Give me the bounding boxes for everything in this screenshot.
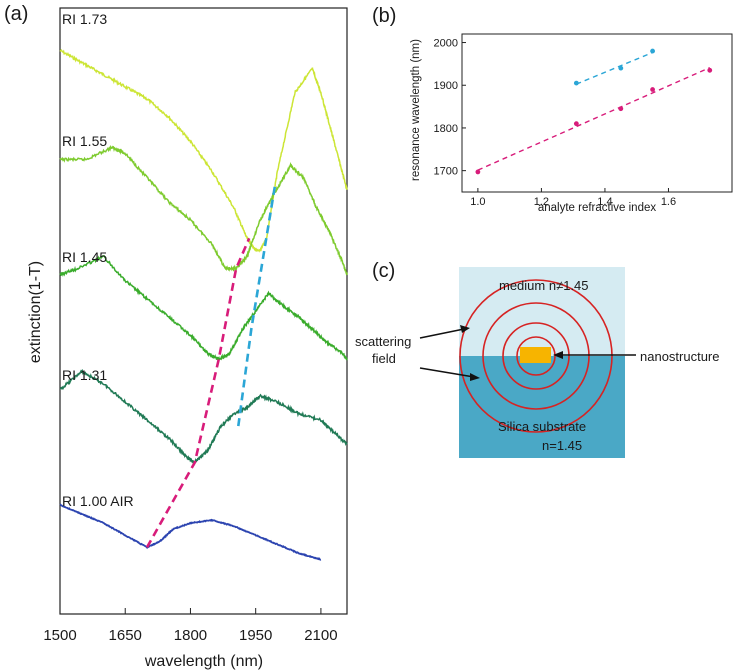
nanostructure-block (520, 347, 551, 363)
substrate-label: Silica substrate (498, 419, 586, 434)
x-tick-label: 1500 (43, 627, 76, 644)
series-label: RI 1.00 AIR (62, 493, 134, 509)
data-point (475, 169, 481, 175)
fit-line (477, 66, 711, 171)
arrow-to-upper-field (419, 328, 465, 339)
panel-a-frame (59, 7, 348, 615)
y-tick-label: 1800 (434, 123, 458, 135)
panel-b-frame (461, 33, 733, 193)
panel-b-x-axis-label: analyte refractive index (538, 202, 657, 214)
series-label: RI 1.45 (62, 249, 107, 265)
spectrum-line (59, 255, 348, 362)
panel-b-scatter-chart: 1.0 1.2 1.4 1.6 1700 1800 1900 2000 analyte ref… (410, 33, 733, 214)
x-tick-label: 1.6 (661, 196, 676, 208)
series-label: RI 1.55 (62, 133, 107, 149)
spectrum-line (59, 368, 348, 466)
x-tick-label: 1.0 (470, 196, 485, 208)
panel-a-x-axis-label: wavelength (nm) (144, 653, 263, 670)
panel-label-b: (b) (372, 5, 396, 27)
scattering-rings (459, 279, 613, 433)
x-tick-label: 2100 (304, 627, 337, 644)
resonance-guide-line (237, 183, 277, 427)
scattering-ring (459, 279, 613, 433)
scattering-ring (502, 322, 570, 390)
scattering-label: scattering (355, 334, 411, 349)
scattering-ring (516, 336, 556, 376)
data-point (650, 48, 655, 54)
panel-label-c: (c) (372, 260, 395, 282)
panel-c-schematic: medium n≠1.45 Silica substrate n=1.45 sc… (355, 267, 720, 458)
data-point (573, 121, 579, 127)
data-point (573, 80, 579, 86)
x-tick-label: 1.2 (534, 196, 549, 208)
spectrum-line (59, 48, 348, 253)
y-tick-label: 1900 (434, 80, 458, 92)
panel-a-y-axis-label: extinction(1-T) (27, 261, 44, 363)
data-point (618, 65, 624, 71)
substrate-region (459, 356, 625, 458)
medium-label: medium n≠1.45 (499, 278, 589, 293)
substrate-index-label: n=1.45 (542, 438, 582, 453)
panel-label-a: (a) (4, 3, 28, 25)
resonance-guide-line (145, 237, 251, 548)
arrow-head (460, 325, 470, 333)
arrow-head (470, 373, 480, 381)
x-tick-label: 1650 (109, 627, 142, 644)
x-tick-label: 1.4 (597, 196, 612, 208)
arrow-head (553, 351, 563, 359)
data-point (618, 106, 624, 112)
fit-line (576, 51, 653, 85)
y-tick-label: 2000 (434, 38, 458, 50)
x-tick-label: 1950 (239, 627, 272, 644)
panel-b-y-axis-label: resonance wavelength (nm) (410, 39, 422, 181)
series-label: RI 1.31 (62, 367, 107, 383)
spectrum-line (59, 503, 322, 561)
spectrum-line (59, 145, 348, 276)
data-point (707, 67, 713, 73)
nanostructure-label: nanostructure (640, 349, 720, 364)
field-label: field (372, 351, 396, 366)
x-tick-label: 1800 (174, 627, 207, 644)
scattering-ring (482, 302, 590, 410)
series-label: RI 1.73 (62, 11, 107, 27)
arrow-to-lower-field (419, 367, 475, 378)
data-point (650, 87, 655, 92)
y-tick-label: 1700 (434, 166, 458, 178)
